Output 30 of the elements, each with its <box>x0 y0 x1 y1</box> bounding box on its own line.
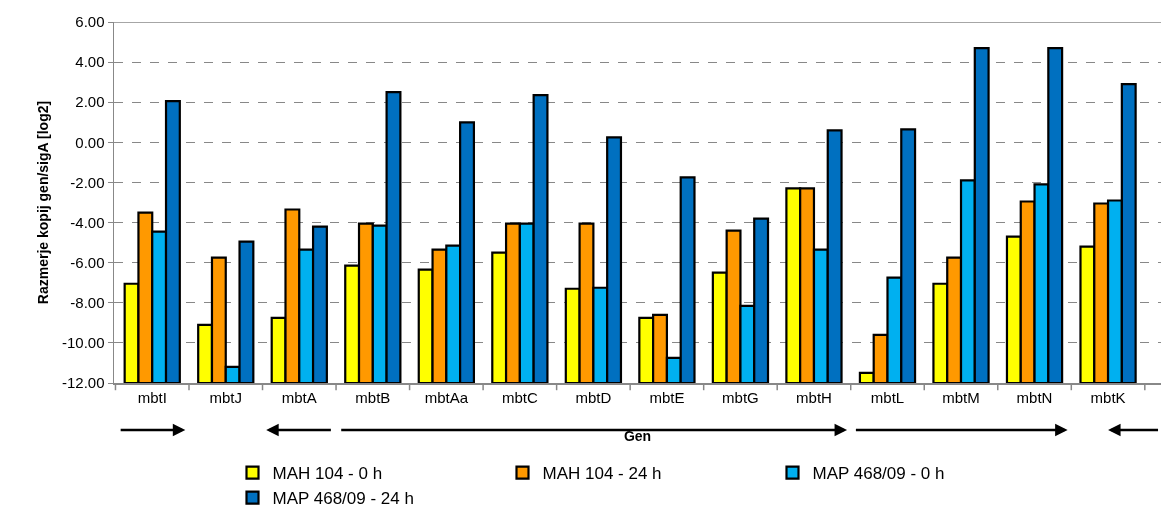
x-tick-label: mbtL <box>870 388 905 406</box>
y-tick-label: -10.00 <box>61 334 105 352</box>
y-tick-label: -8.00 <box>70 294 105 312</box>
legend-label: MAP 468/09 - 0 h <box>812 464 945 484</box>
y-tick-label: -6.00 <box>70 253 105 271</box>
y-tick-label: 0.00 <box>75 133 105 151</box>
x-tick-label: mbtAa <box>424 388 469 406</box>
x-tick-label: mbtI <box>137 388 167 406</box>
x-axis-title: Gen <box>623 427 652 444</box>
y-tick-label: -2.00 <box>70 173 105 191</box>
y-tick-label: -4.00 <box>70 213 105 231</box>
y-tick-label: 6.00 <box>75 13 105 31</box>
x-tick-label: mbtJ <box>209 388 243 406</box>
x-tick-label: mbtD <box>575 388 612 406</box>
x-tick-label: mbtH <box>796 388 832 406</box>
x-tick-label: mbtA <box>281 388 317 406</box>
legend-label: MAP 468/09 - 24 h <box>272 489 414 509</box>
y-tick-label: 4.00 <box>75 53 105 71</box>
legend-label: MAH 104 - 0 h <box>272 464 383 484</box>
y-tick-label: 2.00 <box>75 93 105 111</box>
legend-label: MAH 104 - 24 h <box>542 464 662 484</box>
y-axis-title: Razmerje kopij gen/sigA [log2] <box>34 100 51 305</box>
x-tick-label: mbtK <box>1090 388 1126 406</box>
x-tick-label: mbtG <box>722 388 759 406</box>
x-tick-label: mbtM <box>942 388 980 406</box>
x-tick-label: mbtN <box>1016 388 1053 406</box>
x-tick-label: mbtE <box>649 388 685 406</box>
x-tick-label: mbtB <box>355 388 391 406</box>
x-tick-label: mbtC <box>501 388 538 406</box>
y-tick-label: -12.00 <box>61 374 105 392</box>
